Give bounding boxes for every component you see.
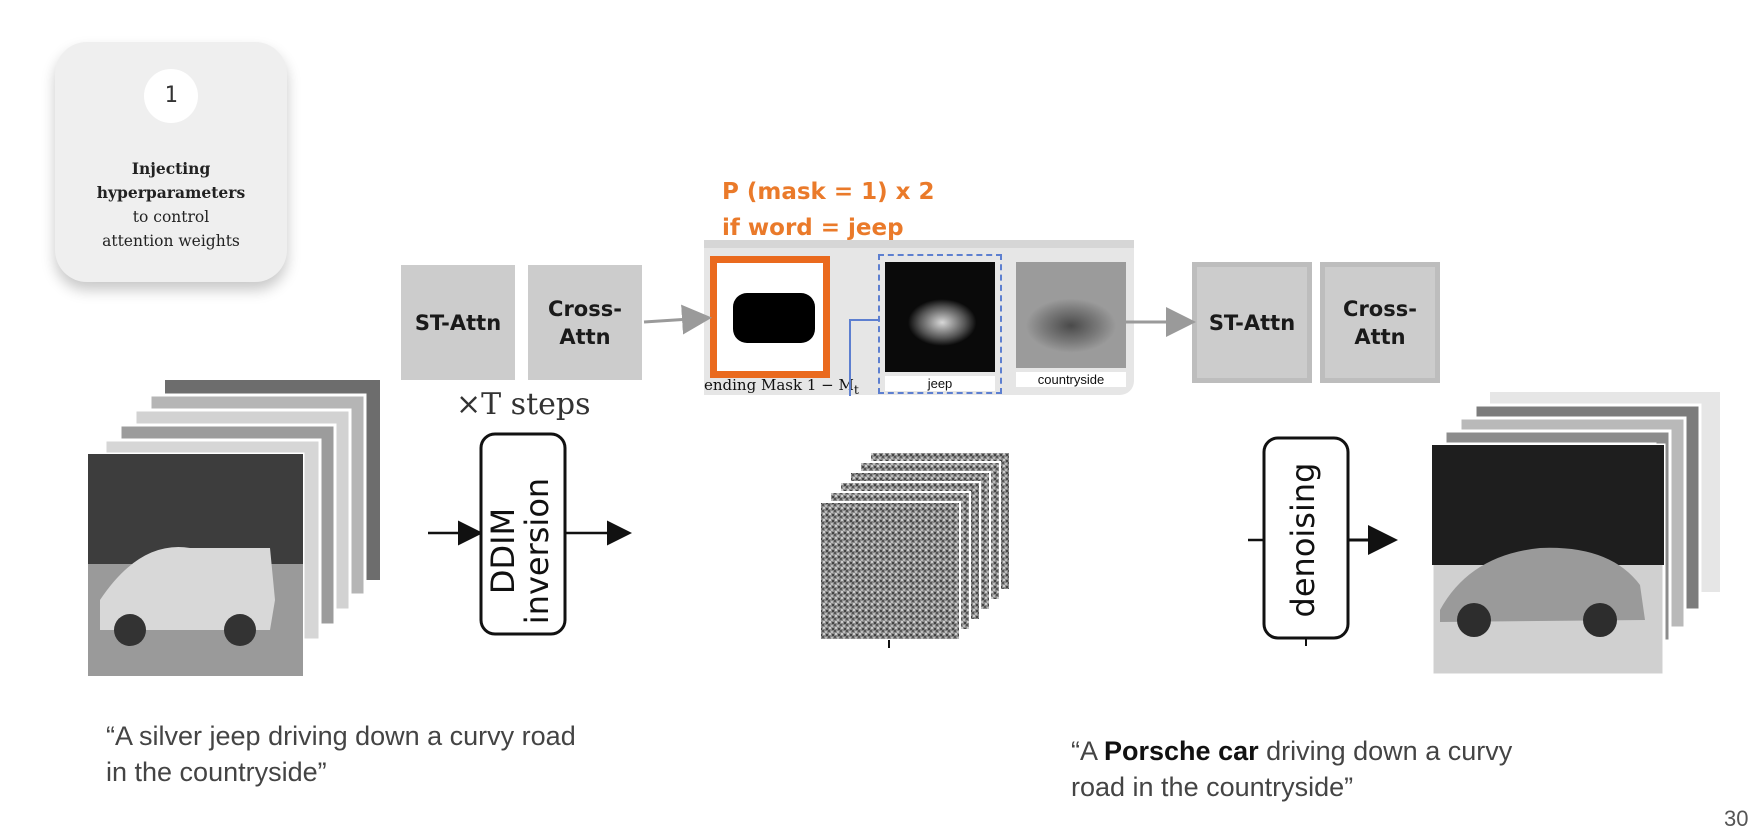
target-prompt-highlight: Porsche car bbox=[1104, 736, 1259, 766]
edited-frame-stack bbox=[1428, 392, 1720, 677]
arrow-to-mask bbox=[643, 304, 712, 335]
source-prompt-caption: “A silver jeep driving down a curvy road… bbox=[106, 721, 576, 787]
step-number-badge: 1 bbox=[144, 69, 198, 123]
target-prompt-caption: “A Porsche car driving down a curvy road… bbox=[1071, 733, 1551, 805]
jeep-map-selection bbox=[878, 254, 1002, 394]
mask-blob bbox=[733, 293, 815, 343]
mask-formula-line2: if word = jeep bbox=[722, 215, 904, 241]
mask-formula: P (mask = 1) x 2 if word = jeep bbox=[722, 174, 935, 246]
source-frame-stack bbox=[86, 380, 380, 678]
page-number: 30 bbox=[1724, 806, 1749, 831]
blending-mask-label: ending Mask 1 − Mt bbox=[704, 376, 859, 397]
ddim-label-line2: inversion bbox=[518, 477, 556, 625]
mask-bracket-line bbox=[849, 319, 878, 396]
st-attn-block-left: ST-Attn bbox=[401, 265, 515, 380]
jeep-attention-map bbox=[885, 262, 995, 372]
steps-label: ×T steps bbox=[456, 387, 591, 422]
blending-mask-text: ending Mask 1 − M bbox=[704, 376, 854, 394]
step-description: Injecting hyperparameters to control att… bbox=[55, 157, 287, 253]
countryside-map-caption: countryside bbox=[1016, 372, 1126, 387]
noise-stack bbox=[819, 451, 1011, 648]
blending-mask-highlight bbox=[710, 256, 830, 378]
step-title: Injecting hyperparameters bbox=[96, 159, 246, 202]
jeep-map-caption: jeep bbox=[885, 376, 995, 391]
panel-header-strip bbox=[704, 240, 1134, 248]
target-prompt-rest: driving down a curvy road in the country… bbox=[1071, 736, 1513, 802]
ddim-label-line1: DDIM bbox=[484, 507, 522, 595]
cross-attn-block-left: Cross- Attn bbox=[528, 265, 642, 380]
denoising-box-label: denoising bbox=[1284, 440, 1326, 640]
denoising-label-text: denoising bbox=[1284, 462, 1322, 618]
target-prompt-prefix: “A bbox=[1071, 736, 1105, 766]
blending-mask-subscript: t bbox=[853, 382, 859, 397]
ddim-box-label: DDIM inversion bbox=[484, 451, 558, 651]
cross-attn-block-right: Cross- Attn bbox=[1320, 262, 1440, 383]
step-subtitle: to control attention weights bbox=[102, 208, 240, 250]
countryside-attention-map bbox=[1016, 262, 1126, 368]
mask-formula-line1: P (mask = 1) x 2 bbox=[722, 179, 935, 205]
step-card: 1 Injecting hyperparameters to control a… bbox=[55, 42, 287, 282]
